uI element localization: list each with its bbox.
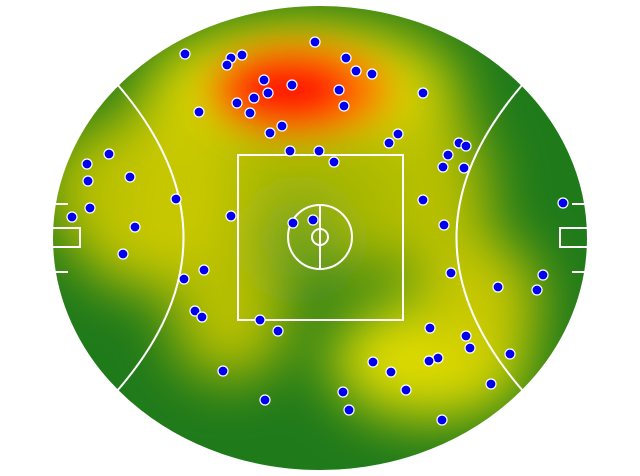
point: [485, 378, 497, 390]
point: [438, 219, 450, 231]
point: [328, 156, 340, 168]
point: [343, 404, 355, 416]
point: [66, 211, 78, 223]
point: [217, 365, 229, 377]
point: [424, 322, 436, 334]
point: [366, 68, 378, 80]
point: [284, 145, 296, 157]
point: [287, 217, 299, 229]
point: [436, 414, 448, 426]
point: [417, 87, 429, 99]
point: [264, 127, 276, 139]
point: [262, 87, 274, 99]
point: [385, 366, 397, 378]
point: [445, 267, 457, 279]
point: [248, 92, 260, 104]
point: [400, 384, 412, 396]
point: [504, 348, 516, 360]
point: [254, 314, 266, 326]
point: [557, 197, 569, 209]
point: [81, 158, 93, 170]
point: [82, 175, 94, 187]
point: [178, 273, 190, 285]
point: [258, 74, 270, 86]
point: [189, 305, 201, 317]
point: [259, 394, 271, 406]
point: [464, 342, 476, 354]
point: [84, 202, 96, 214]
point: [367, 356, 379, 368]
point: [179, 48, 191, 60]
point: [307, 214, 319, 226]
point: [442, 149, 454, 161]
point: [392, 128, 404, 140]
point: [383, 137, 395, 149]
point: [338, 100, 350, 112]
point: [333, 84, 345, 96]
point: [460, 330, 472, 342]
field-lines: [51, 4, 589, 472]
point: [198, 264, 210, 276]
point: [231, 97, 243, 109]
point: [313, 145, 325, 157]
point: [286, 79, 298, 91]
point: [537, 269, 549, 281]
point: [417, 194, 429, 206]
point: [117, 248, 129, 260]
point: [129, 221, 141, 233]
point: [350, 65, 362, 77]
point: [225, 210, 237, 222]
point: [340, 52, 352, 64]
point: [124, 171, 136, 183]
point: [337, 386, 349, 398]
point: [236, 49, 248, 61]
point: [272, 325, 284, 337]
point: [492, 281, 504, 293]
point: [458, 162, 470, 174]
point: [170, 193, 182, 205]
point: [193, 106, 205, 118]
point: [531, 284, 543, 296]
point: [276, 120, 288, 132]
point: [437, 161, 449, 173]
point: [423, 355, 435, 367]
point: [244, 107, 256, 119]
point: [196, 311, 208, 323]
point: [309, 36, 321, 48]
point: [460, 140, 472, 152]
point: [221, 59, 233, 71]
point: [103, 148, 115, 160]
